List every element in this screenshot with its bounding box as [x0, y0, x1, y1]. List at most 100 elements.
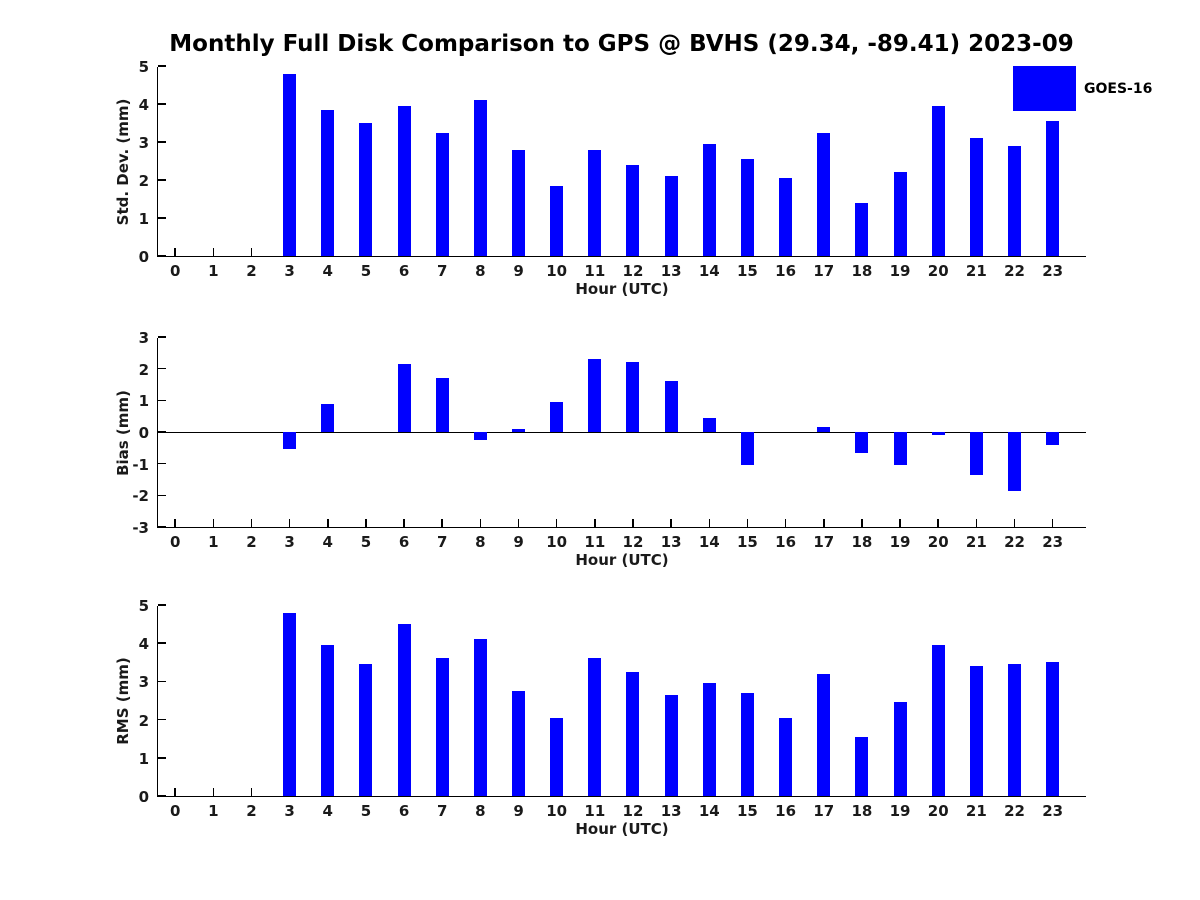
std-dev-x-axis-label: Hour (UTC) — [575, 280, 669, 298]
bar-hour-14 — [702, 417, 716, 432]
x-tick-mark — [212, 788, 215, 796]
x-tick-mark — [1013, 519, 1016, 527]
x-tick-label: 17 — [813, 262, 835, 280]
x-tick-label: 23 — [1042, 802, 1064, 820]
x-tick-mark — [250, 788, 253, 796]
y-tick-mark — [158, 103, 166, 105]
x-tick-mark — [975, 519, 978, 527]
x-tick-label: 3 — [284, 802, 295, 820]
x-tick-label: 0 — [169, 802, 181, 820]
y-tick-label: 1 — [138, 392, 149, 411]
x-tick-mark — [212, 248, 215, 256]
y-tick-label: -3 — [132, 519, 149, 537]
x-tick-label: 13 — [660, 533, 682, 551]
y-tick-label: 0 — [138, 788, 149, 806]
y-tick-label: 2 — [138, 172, 149, 190]
x-tick-label: 22 — [1004, 262, 1025, 280]
bar-hour-18 — [855, 202, 869, 256]
rms-y-axis-label: RMS (mm) — [114, 657, 132, 745]
y-tick-label: -1 — [132, 455, 149, 474]
x-tick-mark — [632, 519, 634, 527]
x-tick-mark — [823, 519, 825, 527]
bar-hour-11 — [588, 149, 602, 256]
x-tick-label: 9 — [513, 533, 524, 551]
bar-hour-22 — [1008, 145, 1021, 256]
x-tick-label: 13 — [660, 802, 682, 820]
bar-hour-22 — [1008, 432, 1021, 491]
x-tick-label: 8 — [475, 533, 486, 551]
legend-color-swatch — [1013, 66, 1076, 111]
y-tick-label: 2 — [138, 360, 149, 379]
y-tick-mark — [158, 494, 166, 497]
x-tick-label: 5 — [360, 262, 372, 280]
bar-hour-10 — [550, 401, 564, 432]
x-tick-label: 21 — [965, 802, 987, 820]
y-tick-mark — [158, 367, 166, 370]
x-tick-mark — [174, 519, 176, 527]
x-tick-label: 4 — [322, 262, 333, 280]
bar-hour-4 — [321, 645, 335, 796]
x-tick-mark — [327, 519, 329, 527]
y-tick-mark — [158, 680, 166, 683]
y-tick-mark — [158, 757, 166, 759]
legend: GOES-16 — [1013, 66, 1152, 111]
y-tick-label: 4 — [138, 96, 149, 114]
bar-hour-20 — [931, 105, 945, 256]
x-tick-label: 12 — [622, 802, 644, 820]
x-tick-label: 3 — [284, 262, 295, 280]
bar-hour-23 — [1046, 662, 1060, 796]
x-tick-label: 10 — [546, 262, 568, 280]
bar-hour-8 — [473, 639, 487, 796]
y-tick-label: 4 — [138, 635, 149, 654]
x-tick-label: 4 — [322, 802, 333, 820]
x-tick-label: 15 — [737, 262, 758, 280]
y-tick-label: 3 — [138, 673, 149, 692]
bar-hour-6 — [397, 105, 411, 256]
bar-hour-19 — [893, 702, 907, 796]
x-tick-label: 14 — [698, 802, 720, 820]
bar-hour-20 — [931, 432, 945, 436]
bar-hour-9 — [512, 149, 526, 256]
y-tick-mark — [158, 526, 166, 528]
bar-hour-9 — [512, 428, 526, 432]
x-tick-label: 9 — [513, 262, 524, 280]
bar-hour-18 — [855, 432, 869, 453]
x-tick-mark — [212, 519, 215, 527]
x-tick-label: 18 — [851, 802, 873, 820]
x-tick-label: 12 — [622, 262, 644, 280]
y-tick-mark — [158, 642, 166, 644]
bar-hour-23 — [1046, 432, 1060, 445]
bar-hour-9 — [512, 690, 526, 796]
y-tick-mark — [158, 431, 166, 433]
x-tick-mark — [594, 519, 596, 527]
x-tick-mark — [250, 519, 253, 527]
x-tick-label: 17 — [813, 533, 835, 551]
x-tick-label: 5 — [360, 802, 372, 820]
x-tick-mark — [1051, 519, 1054, 527]
x-tick-label: 0 — [169, 262, 181, 280]
bar-hour-6 — [397, 624, 411, 796]
x-tick-label: 19 — [889, 262, 911, 280]
x-tick-label: 16 — [775, 533, 797, 551]
bar-hour-11 — [588, 359, 602, 432]
x-tick-label: 17 — [813, 802, 835, 820]
bar-hour-13 — [664, 176, 678, 256]
bar-hour-16 — [779, 717, 793, 796]
bar-hour-21 — [969, 138, 983, 256]
y-tick-label: 5 — [138, 58, 149, 76]
bar-hour-13 — [664, 694, 678, 796]
bar-hour-20 — [931, 645, 945, 796]
chart-title: Monthly Full Disk Comparison to GPS @ BV… — [169, 31, 1074, 57]
x-tick-label: 8 — [475, 802, 486, 820]
x-tick-label: 10 — [546, 802, 568, 820]
bar-hour-3 — [283, 73, 297, 256]
bar-hour-17 — [817, 673, 831, 796]
x-tick-label: 14 — [698, 262, 720, 280]
x-tick-mark — [441, 519, 443, 527]
y-tick-mark — [158, 399, 166, 402]
y-tick-label: 1 — [138, 749, 149, 768]
x-tick-mark — [670, 519, 672, 527]
x-tick-label: 19 — [889, 802, 911, 820]
y-tick-mark — [158, 718, 166, 721]
